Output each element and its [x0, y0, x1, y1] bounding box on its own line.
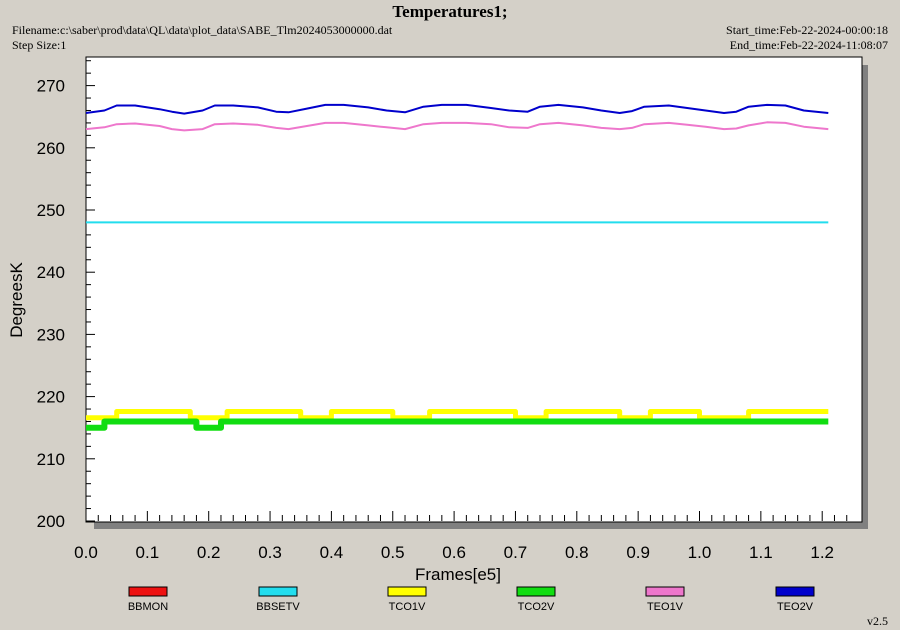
x-tick-labels: 0.0 0.1 0.2 0.3 0.4 0.5 0.6 0.7 0.8 0.9 1.0 1.1 1.2 — [74, 543, 834, 562]
step-size-label: Step Size:1 — [12, 38, 67, 52]
series-line-teo2v — [85, 103, 829, 115]
y-axis-ticks — [86, 60, 95, 522]
start-time-label: Start_time:Feb-22-2024-00:00:18 — [726, 23, 888, 37]
version-label: v2.5 — [867, 614, 888, 628]
x-tick-label: 0.7 — [504, 543, 528, 562]
x-tick-label: 0.2 — [197, 543, 221, 562]
x-tick-label: 0.5 — [381, 543, 405, 562]
chart-title: Temperatures1; — [392, 2, 508, 21]
x-axis-ticks — [85, 511, 848, 521]
legend-label-tco1v: TCO1V — [389, 601, 426, 613]
y-tick-label: 210 — [37, 450, 65, 469]
legend-swatch-teo2v — [775, 586, 815, 597]
y-tick-label: 260 — [37, 139, 65, 158]
x-axis-title: Frames[e5] — [415, 565, 501, 584]
legend-label-tco2v: TCO2V — [518, 601, 555, 613]
legend-label-bbmon: BBMON — [128, 601, 168, 613]
legend-label-teo2v: TEO2V — [777, 601, 814, 613]
x-tick-label: 0.8 — [565, 543, 589, 562]
x-tick-label: 0.3 — [258, 543, 282, 562]
x-tick-label: 1.2 — [810, 543, 834, 562]
series-line-teo1v — [85, 121, 829, 132]
y-tick-label: 200 — [37, 512, 65, 531]
y-axis-title: DegreesK — [7, 262, 26, 338]
x-tick-label: 0.1 — [136, 543, 160, 562]
legend-swatch-bbsetv — [258, 586, 298, 597]
series-line-tco2v — [86, 418, 829, 431]
y-tick-labels: 200 210 220 230 240 250 260 270 — [37, 77, 65, 531]
x-tick-label: 1.1 — [749, 543, 773, 562]
x-tick-label: 0.0 — [74, 543, 98, 562]
y-tick-label: 270 — [37, 77, 65, 96]
y-tick-label: 240 — [37, 263, 65, 282]
legend-swatch-bbmon — [128, 586, 168, 597]
legend-label-teo1v: TEO1V — [647, 601, 684, 613]
x-tick-label: 1.0 — [688, 543, 712, 562]
x-tick-label: 0.9 — [626, 543, 650, 562]
y-tick-label: 250 — [37, 201, 65, 220]
legend: BBMON BBSETV TCO1V TCO2V TEO1V TEO2V — [128, 586, 815, 613]
x-tick-label: 0.6 — [442, 543, 466, 562]
plot-area — [85, 56, 863, 523]
series-layer — [85, 103, 829, 431]
legend-swatch-tco1v — [387, 586, 427, 597]
filename-label: Filename:c:\saber\prod\data\QL\data\plot… — [12, 23, 393, 37]
legend-swatch-tco2v — [516, 586, 556, 597]
y-tick-label: 220 — [37, 388, 65, 407]
end-time-label: End_time:Feb-22-2024-11:08:07 — [729, 38, 888, 52]
y-tick-label: 230 — [37, 325, 65, 344]
legend-label-bbsetv: BBSETV — [256, 601, 300, 613]
series-line-tco1v — [86, 409, 829, 421]
x-tick-label: 0.4 — [320, 543, 344, 562]
legend-swatch-teo1v — [645, 586, 685, 597]
